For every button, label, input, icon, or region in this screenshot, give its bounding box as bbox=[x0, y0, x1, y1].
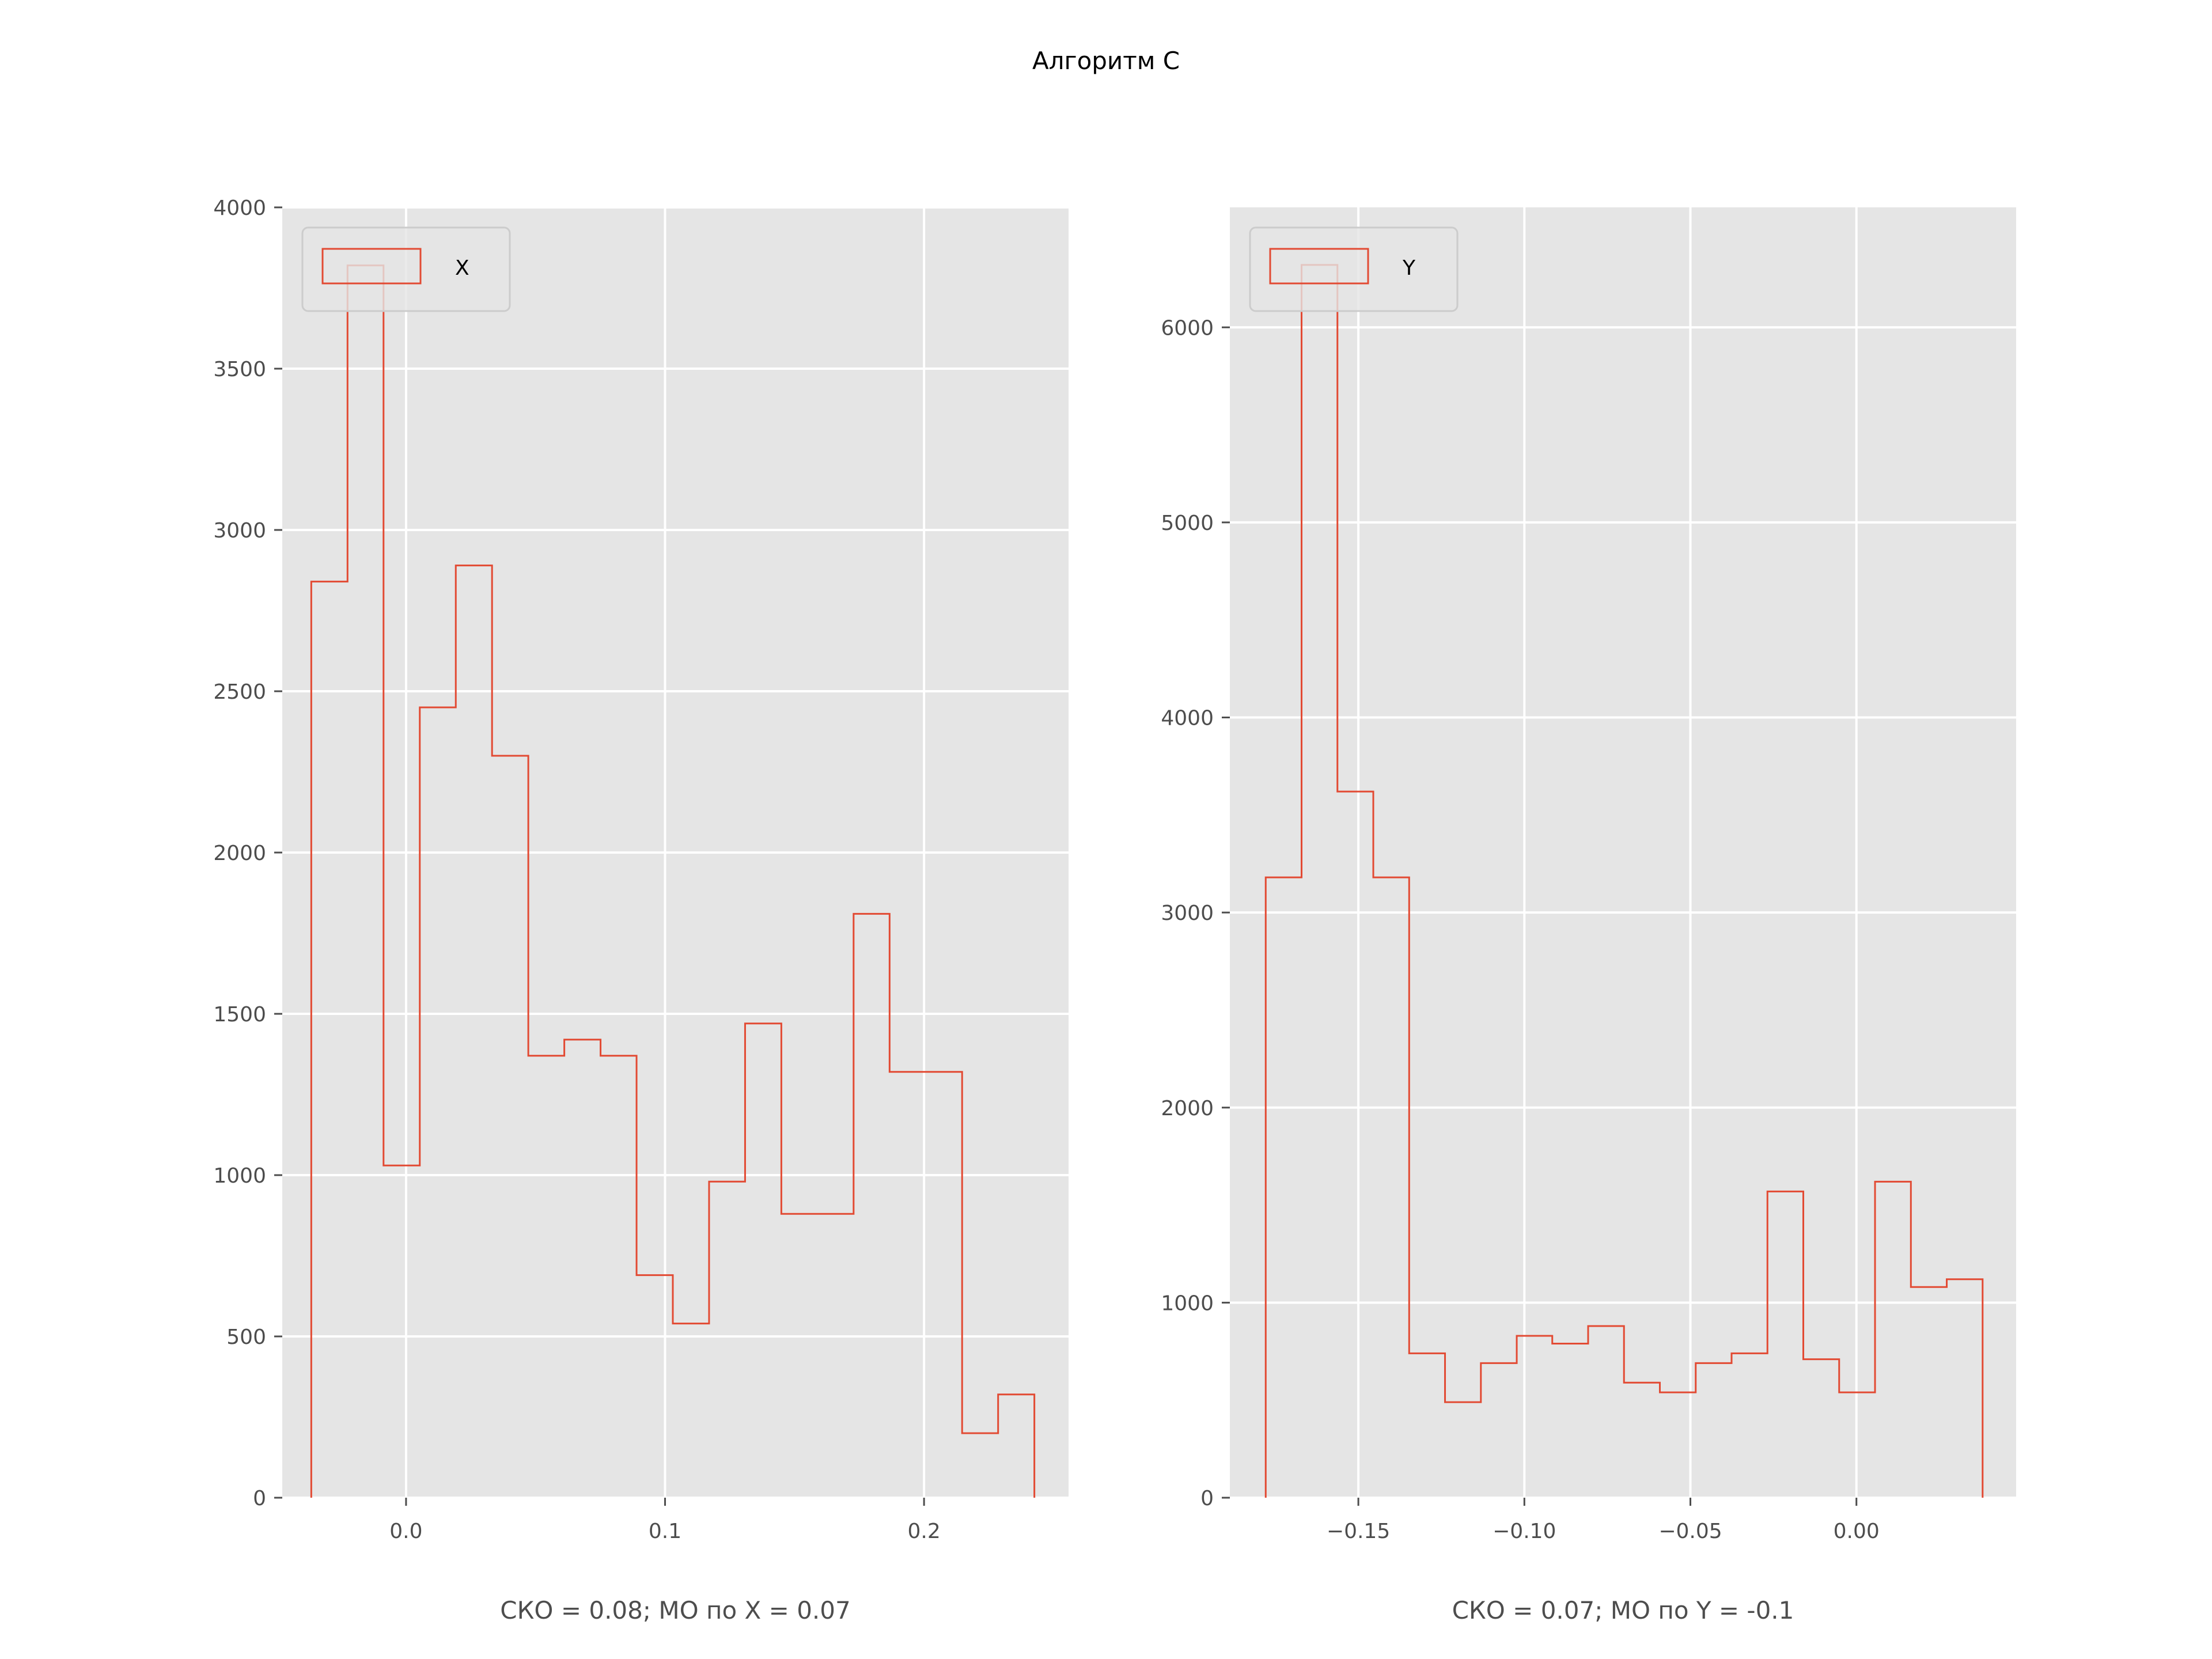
x-axis-label: СКО = 0.08; МО по X = 0.07 bbox=[500, 1596, 850, 1624]
figure-title: Алгоритм C bbox=[1032, 47, 1180, 75]
legend-label: X bbox=[455, 256, 469, 280]
x-tick-label: 0.1 bbox=[649, 1520, 681, 1543]
y-tick-label: 1500 bbox=[213, 1003, 266, 1027]
legend-frame bbox=[301, 226, 511, 312]
histogram-series-y bbox=[1264, 264, 1984, 1498]
legend-swatch bbox=[1269, 248, 1369, 285]
y-tick-label: 1000 bbox=[1161, 1291, 1214, 1315]
y-tick-label: 2000 bbox=[1161, 1097, 1214, 1120]
plot-area bbox=[1230, 207, 2016, 1498]
legend-swatch bbox=[321, 248, 422, 285]
x-tick-label: −0.15 bbox=[1327, 1520, 1390, 1543]
x-tick-label: −0.05 bbox=[1658, 1520, 1722, 1543]
y-tick-label: 2500 bbox=[213, 680, 266, 704]
x-tick-label: 0.2 bbox=[907, 1520, 940, 1543]
y-tick-label: 0 bbox=[253, 1487, 266, 1510]
y-tick-label: 2000 bbox=[213, 842, 266, 865]
y-tick-label: 1000 bbox=[213, 1164, 266, 1188]
y-tick-label: 0 bbox=[1200, 1487, 1214, 1510]
x-tick-label: −0.10 bbox=[1493, 1520, 1556, 1543]
y-tick-label: 3000 bbox=[1161, 902, 1214, 925]
legend: Y bbox=[1249, 226, 1459, 312]
y-tick-label: 4000 bbox=[213, 196, 266, 220]
legend: X bbox=[301, 226, 511, 312]
y-tick-label: 6000 bbox=[1161, 316, 1214, 340]
y-tick-label: 500 bbox=[226, 1325, 266, 1349]
x-tick-label: 0.0 bbox=[389, 1520, 422, 1543]
histogram-panel-y: −0.15 −0.10 −0.05 0.00 0 1000 2000 3000 4000 5000… bbox=[1161, 207, 2016, 1624]
y-tick-label: 4000 bbox=[1161, 707, 1214, 730]
histogram-panel-x: 0.0 0.1 0.2 0 500 1000 1500 2000 2500 3000 3500 400… bbox=[213, 196, 1069, 1624]
y-tick-label: 5000 bbox=[1161, 512, 1214, 535]
legend-frame bbox=[1249, 226, 1459, 312]
x-tick-label: 0.00 bbox=[1834, 1520, 1880, 1543]
legend-label: Y bbox=[1402, 256, 1416, 280]
histogram-series-x bbox=[310, 264, 1036, 1498]
y-tick-label: 3000 bbox=[213, 519, 266, 543]
y-tick-label: 3500 bbox=[213, 358, 266, 381]
x-axis-label: СКО = 0.07; МО по Y = -0.1 bbox=[1452, 1596, 1794, 1624]
